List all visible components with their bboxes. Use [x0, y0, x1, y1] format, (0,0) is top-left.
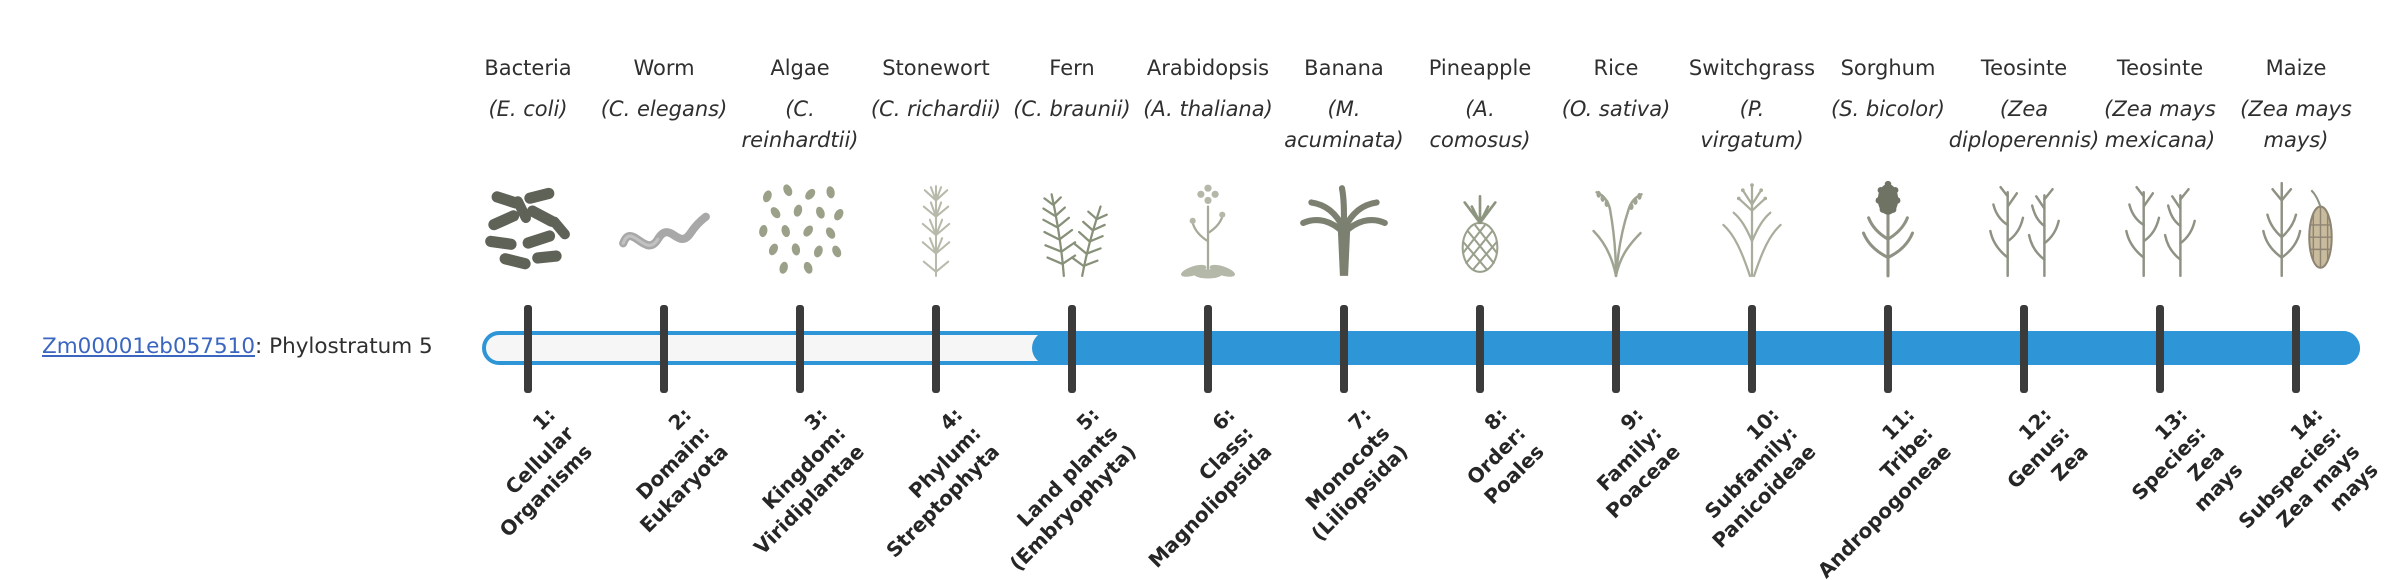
phylostratum-tick	[1884, 305, 1892, 393]
rice-icon	[1561, 178, 1671, 280]
taxon-common-name: Banana	[1304, 56, 1384, 80]
phylostratum-label: 4: Phylum: Streptophyta	[881, 402, 1005, 563]
phylostratum-label: 6: Class: Magnoliopsida	[1143, 402, 1277, 573]
teosinte-icon	[2105, 178, 2215, 280]
pineapple-icon	[1425, 178, 1535, 280]
phylostrata-bar-fill	[1032, 331, 2360, 365]
taxon-common-name: Maize	[2265, 56, 2327, 80]
phylostratum-label: 3: Kingdom: Viridiplantae	[748, 402, 869, 560]
taxon-common-name: Teosinte	[2116, 56, 2204, 80]
taxon-scientific-name: (C. reinhardtii)	[741, 97, 859, 152]
phylostratum-tick	[1612, 305, 1620, 393]
teosinte-icon	[1969, 178, 2079, 280]
taxon-scientific-name: (E. coli)	[488, 97, 568, 121]
switchgrass-icon	[1697, 178, 1807, 280]
taxon-common-name: Pineapple	[1428, 56, 1532, 80]
gene-label: Zm00001eb057510: Phylostratum 5	[42, 334, 433, 359]
taxon-scientific-name: (P. virgatum)	[1700, 97, 1804, 152]
taxon-common-name: Sorghum	[1840, 56, 1936, 80]
taxon-scientific-name: (A. comosus)	[1429, 97, 1531, 152]
worm-icon	[609, 178, 719, 280]
taxon-scientific-name: (M. acuminata)	[1284, 97, 1404, 152]
taxon-common-name: Teosinte	[1980, 56, 2068, 80]
banana-icon	[1289, 178, 1399, 280]
maize-icon	[2241, 178, 2351, 280]
phylostratum-label: 13: Species: Zea mays	[2126, 402, 2247, 517]
taxon-scientific-name: (A. thaliana)	[1143, 97, 1273, 121]
phylostratum-tick	[2020, 305, 2028, 393]
taxon-common-name: Switchgrass	[1688, 56, 1816, 80]
phylostratum-tick	[932, 305, 940, 393]
phylostratum-label: 5: Land plants (Embryophyta)	[1004, 402, 1141, 576]
phylostrata-bar	[482, 331, 2360, 365]
phylostratum-label: 1: Cellular Organisms	[494, 402, 597, 542]
taxon-scientific-name: (C. elegans)	[600, 97, 728, 121]
phylostratum-label: 2: Domain: Eukaryota	[630, 402, 733, 538]
algae-icon	[745, 178, 855, 280]
phylostratum-tick	[2156, 305, 2164, 393]
taxon-common-name: Rice	[1593, 56, 1639, 80]
phylostratum-tick	[2292, 305, 2300, 393]
phylostratum-label: 8: Order: Poales	[1461, 402, 1549, 509]
phylostratum-label: 12: Genus: Zea	[2001, 402, 2093, 494]
phylostratum-label: 11: Tribe: Andropogoneae	[1813, 402, 1957, 580]
taxon-common-name: Arabidopsis	[1146, 56, 1270, 80]
taxon-scientific-name: (Zea mays mays)	[2240, 97, 2352, 152]
phylostratum-label: 9: Family: Poaceae	[1591, 402, 1685, 524]
phylostratum-tick	[1748, 305, 1756, 393]
phylostratum-tick	[796, 305, 804, 393]
phylostratum-tick	[524, 305, 532, 393]
taxon-common-name: Algae	[770, 56, 830, 80]
phylostratum-tick	[1068, 305, 1076, 393]
stonewort-icon	[881, 178, 991, 280]
fern-icon	[1017, 178, 1127, 280]
gene-phylostratum-text: : Phylostratum 5	[255, 334, 433, 359]
phylostratum-label: 7: Monocots (Liliopsida)	[1300, 402, 1413, 546]
phylostratum-tick	[1340, 305, 1348, 393]
taxon-scientific-name: (Zea diploperennis)	[1948, 97, 2100, 152]
sorghum-icon	[1833, 178, 1943, 280]
phylostratum-tick	[1476, 305, 1484, 393]
taxon-scientific-name: (C. braunii)	[1013, 97, 1131, 121]
gene-id-link[interactable]: Zm00001eb057510	[42, 334, 256, 359]
taxon-scientific-name: (O. sativa)	[1561, 97, 1671, 121]
taxon-common-name: Worm	[633, 56, 695, 80]
arabidopsis-icon	[1153, 178, 1263, 280]
taxon-common-name: Bacteria	[484, 56, 572, 80]
taxon-scientific-name: (C. richardii)	[870, 97, 1002, 121]
taxon-scientific-name: (Zea mays mexicana)	[2104, 97, 2216, 152]
taxon-scientific-name: (S. bicolor)	[1831, 97, 1945, 121]
taxon-common-name: Fern	[1049, 56, 1095, 80]
phylostratum-label: 14: Subspecies: Zea mays mays	[2233, 402, 2383, 534]
phylostratum-tick	[660, 305, 668, 393]
bacteria-icon	[473, 178, 583, 280]
phylostratum-tick	[1204, 305, 1212, 393]
taxon-common-name: Stonewort	[882, 56, 990, 80]
